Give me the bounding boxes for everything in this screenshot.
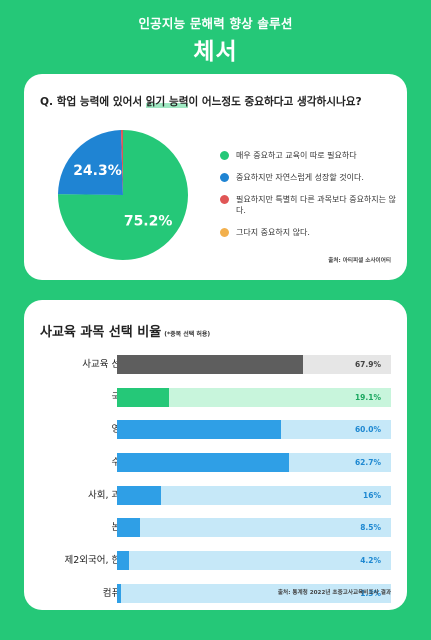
bar-value-label: 60.0%: [354, 425, 381, 435]
bar-track: 8.5%: [117, 518, 391, 538]
bar-4: [117, 485, 161, 505]
bar-row-2: 영어60.0%: [24, 420, 407, 440]
bar-track: 62.7%: [117, 453, 391, 473]
legend-item-3: 그다지 중요하지 않다.: [220, 227, 400, 238]
bar-track: 19.1%: [117, 387, 391, 407]
legend-dot-icon: [220, 173, 229, 182]
bar-category-label: 제2외국어, 한문: [64, 555, 129, 567]
bar-row-0: 사교육 선택 67.9%: [24, 355, 407, 374]
bar-row-1: 국어19.1%: [24, 387, 407, 407]
survey-question: Q. 학업 능력에 있어서 읽기 능력이 어느정도 중요하다고 생각하시나요?: [40, 94, 362, 109]
legend-label: 중요하지만 자연스럽게 성장할 것이다.: [236, 173, 364, 182]
pie-chart: 75.2% 24.3%: [58, 130, 188, 260]
bar-value-label: 62.7%: [354, 458, 381, 468]
bar-row-7: 컴퓨터 1.3%: [24, 583, 407, 603]
bar-row-4: 사회, 과학 16%: [24, 485, 407, 505]
bar-value-label: 4.2%: [360, 556, 381, 566]
bar-value-label: 67.9%: [354, 360, 381, 369]
bar-chart-title-text: 사교육 과목 선택 비율: [40, 325, 162, 340]
legend-dot-icon: [220, 228, 229, 237]
pie-slice-1: [58, 130, 124, 195]
bar-7: [117, 583, 121, 603]
bar-row-6: 제2외국어, 한문 4.2%: [24, 551, 407, 571]
legend-dot-icon: [220, 151, 229, 160]
pie-label-1: 24.3%: [73, 163, 122, 179]
bar-0: [117, 355, 304, 374]
legend-label: 그다지 중요하지 않다.: [236, 228, 310, 237]
legend-label: 필요하지만 특별히 다른 과목보다 중요하지는 않다.: [236, 195, 396, 215]
bar-category-label: 사교육 선택: [82, 359, 129, 370]
bar-row-5: 논술8.5%: [24, 518, 407, 538]
legend-label: 매우 중요하고 교육이 따로 필요하다: [236, 151, 357, 160]
bar-6: [117, 551, 129, 571]
bar-track: 60.0%: [117, 420, 391, 440]
bar-5: [117, 518, 141, 538]
question-suffix: 이 어느정도 중요하다고 생각하시나요?: [188, 96, 362, 108]
bar-row-3: 수학62.7%: [24, 453, 407, 473]
bar-2: [117, 420, 282, 440]
legend-dot-icon: [220, 195, 229, 204]
bar-3: [117, 453, 289, 473]
question-highlight: 읽기 능력: [145, 96, 189, 108]
bar-track: 4.2%: [117, 551, 391, 571]
question-prefix: Q. 학업 능력에 있어서: [40, 96, 146, 108]
survey-source: 출처: 아티피셜 소사이어티: [328, 258, 391, 264]
pie-slice-2: [120, 130, 123, 195]
bar-chart-title: 사교육 과목 선택 비율 (*중복 선택 허용): [40, 321, 210, 340]
bar-1: [117, 387, 170, 407]
bar-value-label: 16%: [363, 490, 381, 500]
bar-value-label: 8.5%: [360, 523, 381, 533]
bar-category-label: 컴퓨터: [102, 587, 129, 599]
bar-track: 67.9%: [117, 355, 391, 374]
header-subtitle: 인공지능 문해력 향상 솔루션: [138, 16, 293, 31]
bar-track: 16%: [117, 485, 391, 505]
bar-value-label: 1.3%: [360, 588, 381, 598]
header: 인공지능 문해력 향상 솔루션 체서: [0, 0, 431, 70]
legend-item-2: 필요하지만 특별히 다른 과목보다 중요하지는 않다.: [220, 194, 400, 216]
bar-chart-source: 출처: 통계청 2022년 초중고사교육비조사 결과: [277, 590, 391, 596]
survey-card: Q. 학업 능력에 있어서 읽기 능력이 어느정도 중요하다고 생각하시나요? …: [24, 74, 407, 280]
bar-chart-note: (*중복 선택 허용): [164, 331, 211, 338]
bar-chart-card: 사교육 과목 선택 비율(*중복 선택 허용) 사교육 선택 67.9% 국어19.…: [24, 300, 407, 610]
brand-logo: 체서: [193, 39, 238, 65]
bar-chart: 사교육 선택 67.9% 국어19.1% 영어60.0% 수학62.7% 사회, 과학 16…: [24, 355, 407, 617]
legend-item-0: 매우 중요하고 교육이 따로 필요하다: [220, 150, 400, 161]
bar-category-label: 사회, 과학: [88, 489, 129, 501]
legend-item-1: 중요하지만 자연스럽게 성장할 것이다.: [220, 172, 400, 183]
bar-track: 1.3%: [117, 583, 391, 603]
pie-label-0: 75.2%: [124, 213, 173, 229]
bar-value-label: 19.1%: [354, 392, 381, 402]
